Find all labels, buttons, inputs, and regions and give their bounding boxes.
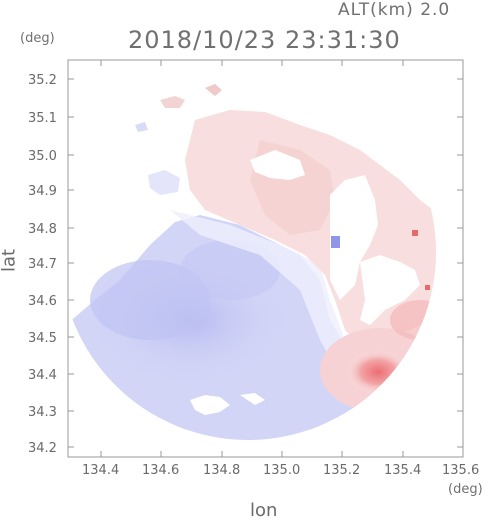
x-axis-unit: (deg) — [448, 482, 483, 497]
x-tick-label: 135.4 — [384, 463, 421, 478]
x-tick-label: 134.4 — [82, 463, 119, 478]
y-tick-label: 34.6 — [28, 294, 57, 309]
x-axis-label: lon — [250, 500, 278, 521]
x-axis: 134.4 134.6 134.8 135.0 135.2 135.4 135.… — [82, 60, 479, 478]
altitude-label: ALT(km) 2.0 — [338, 0, 451, 20]
y-axis: 35.2 35.1 35.0 34.9 34.8 34.7 34.6 34.5 … — [28, 73, 463, 456]
y-tick-label: 34.5 — [28, 331, 57, 346]
y-axis-unit: (deg) — [20, 31, 55, 46]
x-tick-label: 135.0 — [263, 463, 300, 478]
y-tick-label: 34.3 — [28, 405, 57, 420]
y-axis-label: lat — [0, 248, 20, 273]
x-tick-label: 135.6 — [442, 463, 479, 478]
x-tick-label: 134.8 — [203, 463, 240, 478]
y-tick-label: 35.1 — [28, 111, 57, 126]
x-tick-label: 135.2 — [323, 463, 360, 478]
y-tick-label: 35.2 — [28, 73, 57, 88]
y-tick-label: 34.8 — [28, 222, 57, 237]
y-tick-label: 34.2 — [28, 441, 57, 456]
x-tick-label: 134.6 — [142, 463, 179, 478]
y-tick-label: 34.4 — [28, 368, 57, 383]
observation-timestamp: 2018/10/23 23:31:30 — [128, 26, 401, 54]
y-tick-label: 35.0 — [28, 149, 57, 164]
y-tick-label: 34.7 — [28, 257, 57, 272]
y-tick-label: 34.9 — [28, 184, 57, 199]
